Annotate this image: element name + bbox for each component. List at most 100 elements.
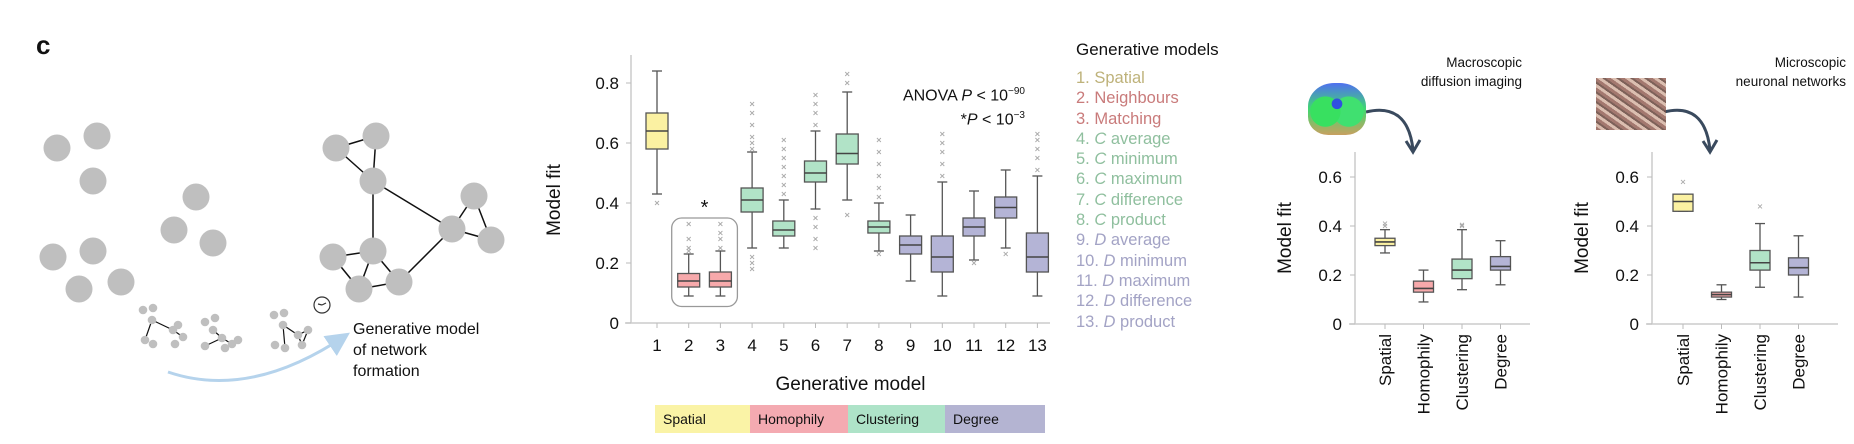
mini-network-node — [140, 335, 150, 345]
outlier-point — [749, 266, 755, 272]
box — [772, 220, 796, 237]
highlight-box — [671, 217, 739, 308]
chart-3: 0 0.2 0.4 0.6 Model fit Spatial Homophily Clust… — [1572, 152, 1838, 414]
x-tick-label: Clustering — [1751, 334, 1770, 411]
network-node — [160, 216, 188, 244]
curved-arrow — [1663, 108, 1712, 151]
mini-network-node — [278, 320, 288, 330]
outlier-point — [1680, 179, 1686, 185]
outlier-point — [939, 140, 945, 146]
outlier-point — [939, 161, 945, 167]
mini-network-node — [233, 335, 243, 345]
caption-line: of network — [353, 342, 427, 359]
y-tick-label: 0 — [1333, 315, 1342, 334]
outlier-point — [1382, 221, 1388, 226]
x-tick-label: 10 — [933, 336, 952, 355]
outlier-point — [939, 149, 945, 155]
outlier-point — [876, 194, 882, 200]
micro-title: Microscopic neuronal networks — [1735, 55, 1846, 89]
mini-network-node — [138, 305, 148, 315]
mini-network-node — [297, 340, 307, 350]
category-degree: Degree — [945, 405, 1045, 433]
mini-network-node — [279, 308, 289, 318]
x-tick-label: 13 — [1028, 336, 1047, 355]
category-clustering: Clustering — [848, 405, 945, 433]
x-tick-label: 4 — [747, 336, 756, 355]
network-node — [199, 229, 227, 257]
network-edge — [372, 180, 453, 230]
outlier-point — [1035, 131, 1040, 137]
x-tick-label: Degree — [1492, 334, 1511, 390]
x-tick-label: 9 — [906, 336, 915, 355]
legend-item: 3. Matching — [1076, 109, 1162, 128]
outlier-point — [1459, 223, 1465, 229]
neuronal-culture-image — [1596, 78, 1666, 130]
box — [1025, 232, 1050, 273]
outlier-point — [1757, 204, 1763, 209]
outlier-point — [876, 173, 882, 179]
outlier-point — [749, 110, 755, 116]
box — [1489, 255, 1512, 271]
mini-network-node — [270, 340, 280, 350]
x-tick-label: 3 — [716, 336, 725, 355]
outlier-point — [876, 161, 882, 167]
y-tick-label: 0 — [1630, 315, 1639, 334]
mini-network-node — [200, 317, 210, 327]
outlier-point — [813, 122, 818, 128]
mini-network-node — [269, 310, 279, 320]
x-tick-label: 5 — [779, 336, 788, 355]
outlier-point — [1035, 155, 1040, 161]
network-node — [438, 215, 466, 243]
outlier-point — [781, 173, 787, 179]
outlier-point — [876, 149, 882, 155]
outlier-point — [813, 101, 818, 107]
outlier-point — [1459, 222, 1465, 228]
network-node — [39, 243, 67, 271]
x-tick-label: Degree — [1790, 334, 1809, 390]
box — [708, 271, 733, 288]
network-schematic — [39, 122, 505, 382]
network-node — [460, 182, 488, 210]
curved-arrow — [1365, 108, 1415, 151]
outlier-point — [813, 236, 818, 242]
box — [1787, 257, 1810, 276]
x-tick-label: 12 — [996, 336, 1015, 355]
y-tick-label: 0.2 — [1615, 266, 1639, 285]
outlier-point — [686, 221, 692, 227]
outlier-point — [749, 122, 755, 128]
mini-network-node — [220, 343, 230, 353]
outlier-point — [749, 101, 755, 107]
network-node — [107, 268, 135, 296]
outlier-point — [1035, 137, 1040, 143]
mini-network-node — [293, 330, 303, 340]
outlier-point — [813, 110, 818, 116]
y-tick-label: 0.2 — [595, 254, 619, 273]
outlier-point — [876, 185, 882, 191]
mini-network-node — [170, 339, 180, 349]
outlier-point — [813, 215, 818, 221]
outlier-point — [781, 182, 787, 188]
mini-network-node — [303, 325, 313, 335]
box — [1412, 280, 1435, 293]
box — [1672, 193, 1694, 212]
x-tick-label: 11 — [965, 336, 983, 355]
network-node — [182, 183, 210, 211]
legend-item: 6. C maximum — [1076, 170, 1183, 189]
box — [803, 160, 828, 183]
mini-network-node — [210, 313, 220, 323]
formation-arrow — [167, 332, 350, 382]
chart-1: 0 0.2 0.4 0.6 0.8 Model fit Generative model * 1… — [544, 55, 1050, 395]
outlier-point — [686, 236, 692, 242]
legend-item: 8. C product — [1076, 211, 1166, 230]
legend-title: Generative models — [1076, 40, 1219, 59]
x-tick-label: 7 — [842, 336, 851, 355]
y-tick-label: 0.6 — [1318, 168, 1342, 187]
outlier-point — [781, 164, 787, 170]
network-node — [65, 275, 93, 303]
network-node — [83, 122, 111, 150]
network-node — [345, 275, 373, 303]
caption-line: formation — [353, 363, 420, 380]
arrow-head — [1404, 139, 1422, 155]
